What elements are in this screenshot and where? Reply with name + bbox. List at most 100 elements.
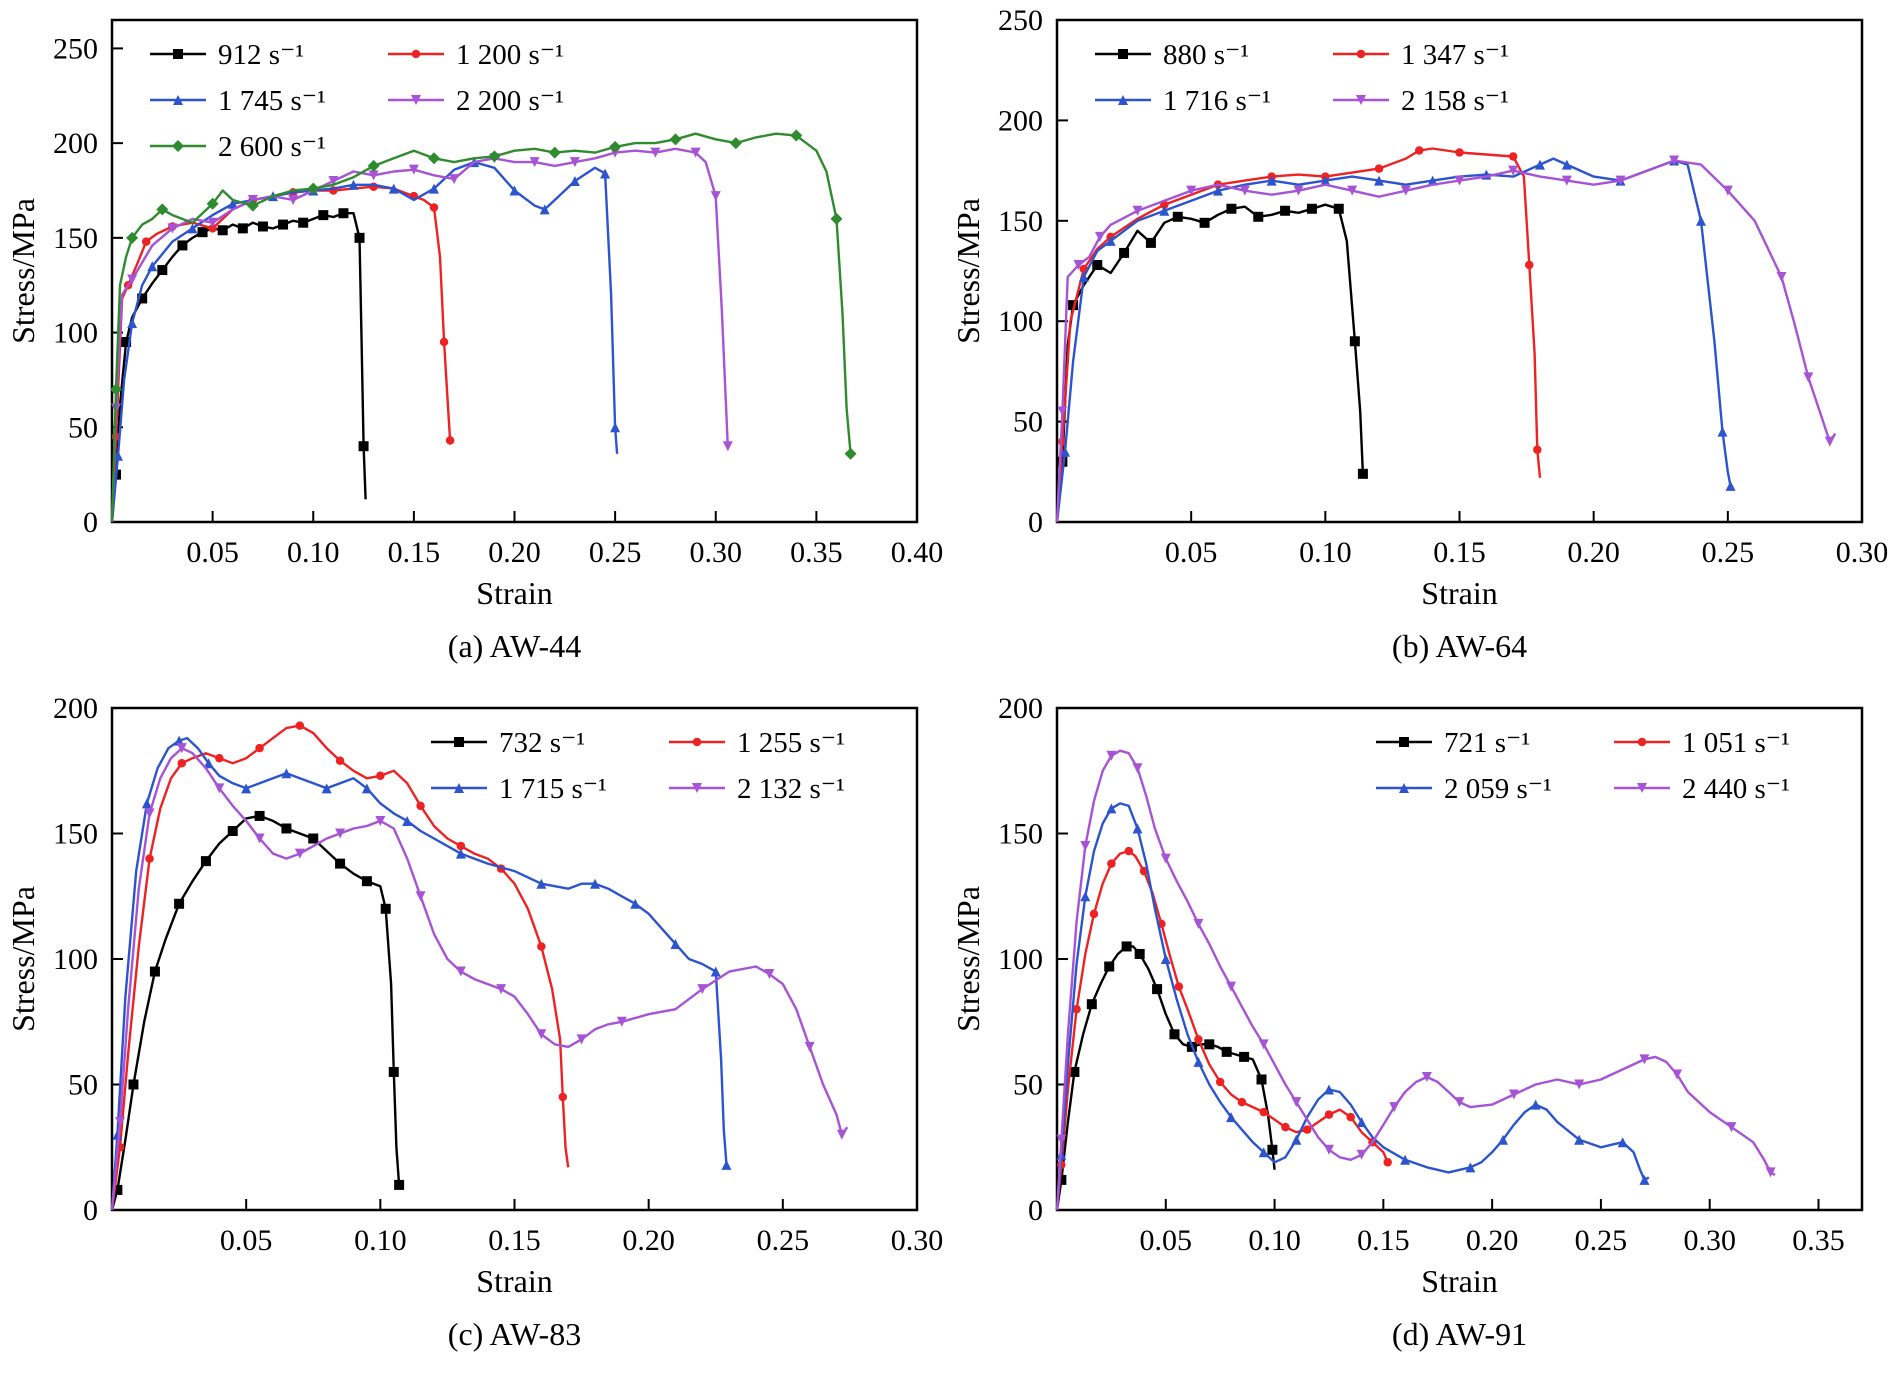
legend-label: 1 716 s⁻¹ — [1163, 85, 1271, 117]
marker-square — [174, 898, 185, 909]
x-tick-label: 0.10 — [287, 536, 340, 569]
x-tick-label: 0.25 — [1575, 1224, 1628, 1257]
legend-label: 1 200 s⁻¹ — [456, 39, 564, 71]
legend-label: 2 600 s⁻¹ — [218, 131, 326, 163]
marker-square — [1239, 1051, 1250, 1062]
y-tick-label: 100 — [53, 943, 98, 976]
marker-triangle-down — [1672, 1069, 1683, 1080]
marker-triangle-up — [1465, 1162, 1476, 1173]
marker-triangle-down — [115, 1117, 126, 1128]
series-line — [110, 724, 570, 1211]
legend-label: 1 715 s⁻¹ — [499, 773, 607, 805]
y-tick-label: 0 — [1028, 1194, 1043, 1227]
marker-triangle-down — [1347, 185, 1358, 196]
marker-square — [173, 49, 183, 59]
x-tick-label: 0.05 — [1165, 536, 1218, 569]
series-line — [1055, 203, 1365, 523]
marker-triangle-down — [1193, 918, 1204, 929]
x-tick-label: 0.15 — [488, 1224, 541, 1257]
marker-triangle-down — [536, 1029, 547, 1040]
marker-circle — [145, 854, 154, 863]
x-tick-label: 0.35 — [790, 536, 843, 569]
marker-triangle-down — [836, 1129, 847, 1140]
series-line — [110, 147, 729, 523]
marker-triangle-down — [1824, 436, 1835, 447]
x-tick-label: 0.20 — [622, 1224, 675, 1257]
marker-triangle-down — [529, 157, 540, 168]
marker-diamond — [307, 182, 320, 195]
marker-square — [257, 221, 268, 232]
marker-square — [237, 223, 248, 234]
marker-diamond — [172, 140, 184, 152]
marker-diamond — [548, 146, 561, 159]
marker-triangle-down — [449, 174, 460, 185]
marker-square — [1068, 300, 1079, 311]
y-axis-label: Stress/MPa — [5, 198, 41, 344]
marker-square — [1357, 468, 1368, 479]
marker-triangle-up — [1399, 783, 1409, 793]
marker-circle — [1508, 152, 1518, 161]
marker-square — [254, 810, 265, 821]
marker-square — [361, 876, 372, 887]
x-tick-label: 0.25 — [1702, 536, 1755, 569]
marker-square — [177, 240, 188, 251]
marker-triangle-up — [509, 185, 520, 196]
y-tick-label: 200 — [53, 692, 98, 725]
marker-circle — [692, 737, 702, 747]
x-axis-label: Strain — [476, 575, 552, 611]
marker-triangle-down — [1160, 853, 1171, 864]
marker-triangle-up — [630, 898, 641, 909]
marker-triangle-down — [1508, 1089, 1519, 1100]
marker-square — [1086, 999, 1097, 1010]
marker-diamond — [206, 197, 219, 210]
marker-triangle-up — [1400, 1154, 1411, 1165]
y-tick-label: 150 — [998, 818, 1043, 851]
marker-triangle-up — [112, 1129, 123, 1140]
marker-circle — [295, 721, 305, 730]
marker-circle — [1089, 909, 1099, 919]
x-tick-label: 0.05 — [186, 536, 239, 569]
x-axis-label: Strain — [1421, 1263, 1497, 1299]
legend-label: 732 s⁻¹ — [499, 727, 585, 759]
marker-circle — [177, 758, 187, 768]
marker-square — [335, 858, 346, 869]
marker-triangle-up — [429, 183, 439, 194]
legend-label: 880 s⁻¹ — [1163, 39, 1249, 71]
marker-triangle-down — [1765, 1167, 1776, 1178]
marker-triangle-up — [536, 878, 547, 889]
marker-square — [157, 265, 168, 276]
marker-square — [1121, 941, 1132, 952]
marker-circle — [1194, 1035, 1203, 1044]
marker-triangle-down — [1356, 1149, 1367, 1160]
marker-triangle-down — [207, 217, 218, 228]
series-line — [110, 747, 849, 1211]
y-axis-label: Stress/MPa — [5, 886, 41, 1032]
marker-square — [358, 441, 369, 452]
marker-triangle-down — [375, 815, 386, 826]
marker-triangle-up — [1193, 1056, 1204, 1067]
marker-square — [454, 737, 464, 747]
marker-diamond — [488, 150, 501, 163]
marker-circle — [1072, 1004, 1081, 1014]
marker-triangle-down — [1803, 372, 1814, 383]
marker-triangle-down — [1356, 95, 1366, 105]
marker-circle — [1259, 1107, 1268, 1117]
marker-triangle-down — [1323, 1144, 1334, 1155]
marker-triangle-down — [1186, 185, 1197, 196]
marker-square — [1399, 737, 1409, 747]
marker-triangle-down — [127, 274, 138, 285]
marker-square — [197, 227, 208, 238]
y-axis-label: Stress/MPa — [950, 198, 986, 344]
marker-triangle-down — [650, 147, 661, 158]
marker-square — [1104, 961, 1115, 972]
marker-triangle-down — [176, 743, 187, 754]
marker-triangle-up — [321, 783, 332, 794]
marker-diamond — [844, 447, 857, 460]
marker-triangle-down — [1454, 175, 1465, 186]
marker-square — [1226, 203, 1237, 214]
marker-triangle-down — [1454, 1097, 1465, 1108]
panel-aw83: 0.05 0.10 0.15 0.20 0.25 0.30 0 50 100 150 200 Stra… — [0, 688, 945, 1376]
marker-triangle-down — [722, 441, 733, 452]
y-tick-label: 50 — [68, 411, 98, 444]
y-tick-label: 0 — [1028, 506, 1043, 539]
